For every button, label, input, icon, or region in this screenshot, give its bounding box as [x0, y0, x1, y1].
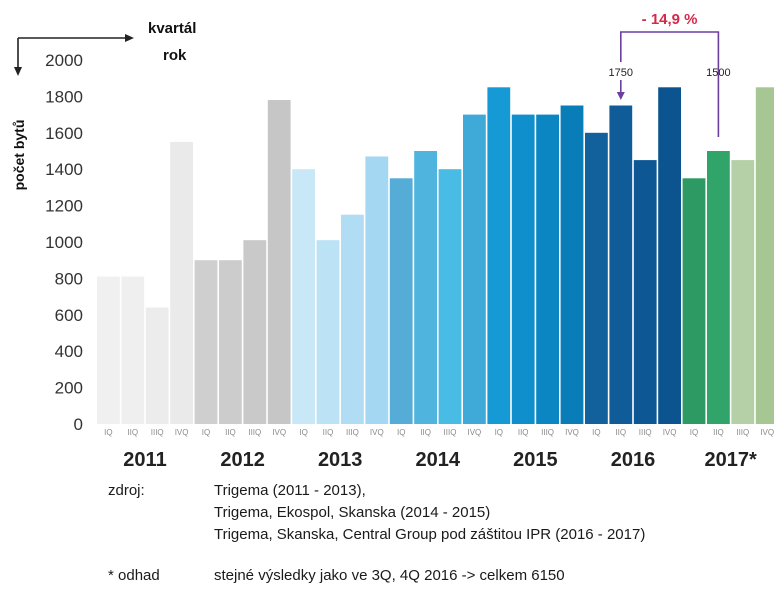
x-tick-label: IVQ — [663, 428, 677, 437]
bar — [463, 114, 486, 424]
y-tick-label: 1800 — [45, 87, 83, 106]
from-value-label: 1750 — [609, 67, 633, 79]
y-tick-label: 200 — [55, 379, 83, 398]
bar — [633, 160, 657, 424]
x-tick-label: IIIQ — [541, 428, 554, 437]
bar — [609, 105, 633, 424]
year-label: 2015 — [513, 449, 558, 471]
y-tick-label: 1400 — [45, 160, 83, 179]
bar — [560, 105, 584, 424]
axis-caption-year: rok — [163, 47, 187, 64]
x-tick-label: IIIQ — [151, 428, 164, 437]
bar — [145, 307, 169, 424]
year-label: 2017* — [704, 449, 756, 471]
bar — [487, 87, 511, 425]
bar — [194, 260, 218, 424]
bar — [292, 169, 315, 424]
bar — [438, 169, 462, 424]
bar — [755, 87, 774, 425]
y-tick-label: 800 — [55, 269, 83, 288]
x-tick-label: IVQ — [468, 428, 482, 437]
x-tick-label: IVQ — [565, 428, 579, 437]
bar — [267, 100, 291, 424]
bar — [219, 260, 242, 424]
x-tick-label: IVQ — [175, 428, 189, 437]
x-tick-label: IIQ — [323, 428, 334, 437]
y-axis-title: počet bytů — [11, 120, 27, 191]
x-tick-label: IVQ — [370, 428, 384, 437]
x-tick-label: IIIQ — [444, 428, 457, 437]
bar — [389, 178, 413, 424]
y-tick-label: 0 — [74, 415, 83, 434]
source-label: zdroj: — [108, 482, 145, 499]
y-tick-label: 600 — [55, 306, 83, 325]
y-tick-label: 1000 — [45, 233, 83, 252]
y-tick-label: 2000 — [45, 51, 83, 70]
year-label: 2014 — [416, 449, 461, 471]
x-tick-label: IQ — [104, 428, 112, 437]
x-tick-label: IQ — [690, 428, 698, 437]
x-tick-label: IQ — [202, 428, 210, 437]
bar — [658, 87, 681, 425]
change-bracket — [620, 31, 720, 137]
year-label: 2013 — [318, 449, 363, 471]
x-tick-label: IQ — [592, 428, 600, 437]
x-tick-label: IIQ — [518, 428, 529, 437]
from-value-arrowhead — [616, 92, 625, 100]
to-value-label: 1500 — [706, 67, 730, 79]
bar — [97, 276, 120, 424]
x-tick-label: IIIQ — [639, 428, 652, 437]
x-tick-label: IIQ — [420, 428, 431, 437]
bar — [341, 214, 364, 424]
bar — [414, 151, 437, 424]
bar — [170, 141, 193, 424]
y-direction-arrowhead — [14, 67, 22, 76]
x-tick-label: IIIQ — [248, 428, 261, 437]
bar — [243, 240, 267, 424]
x-tick-label: IIQ — [127, 428, 138, 437]
source-line-1: Trigema (2011 - 2013), — [214, 482, 366, 499]
source-line-3: Trigema, Skanska, Central Group pod zášt… — [214, 526, 646, 543]
year-label: 2011 — [123, 449, 166, 471]
x-tick-label: IIIQ — [736, 428, 749, 437]
x-direction-arrowhead — [125, 34, 134, 42]
y-tick-label: 400 — [55, 342, 83, 361]
bar — [511, 114, 535, 424]
bar — [682, 178, 706, 424]
year-label: 2016 — [611, 449, 656, 471]
bar — [731, 160, 755, 424]
source-line-2: Trigema, Ekospol, Skanska (2014 - 2015) — [214, 504, 491, 521]
change-percent-label: - 14,9 % — [642, 11, 698, 28]
x-tick-label: IQ — [397, 428, 405, 437]
y-tick-label: 1200 — [45, 197, 83, 216]
bar — [365, 156, 389, 424]
bar — [707, 151, 730, 424]
year-label: 2012 — [220, 449, 265, 471]
bar — [121, 276, 145, 424]
x-tick-label: IQ — [299, 428, 307, 437]
bar — [536, 114, 559, 424]
x-tick-label: IQ — [495, 428, 503, 437]
x-tick-label: IVQ — [760, 428, 774, 437]
x-tick-label: IIQ — [615, 428, 626, 437]
estimate-text: stejné výsledky jako ve 3Q, 4Q 2016 -> c… — [214, 567, 565, 584]
x-tick-label: IIQ — [713, 428, 724, 437]
axis-caption-quarter: kvartál — [148, 20, 196, 37]
x-tick-label: IIQ — [225, 428, 236, 437]
bar — [316, 240, 340, 424]
x-tick-label: IVQ — [272, 428, 286, 437]
y-tick-label: 1600 — [45, 124, 83, 143]
bar — [585, 132, 608, 425]
x-tick-label: IIIQ — [346, 428, 359, 437]
estimate-label: * odhad — [108, 567, 160, 584]
